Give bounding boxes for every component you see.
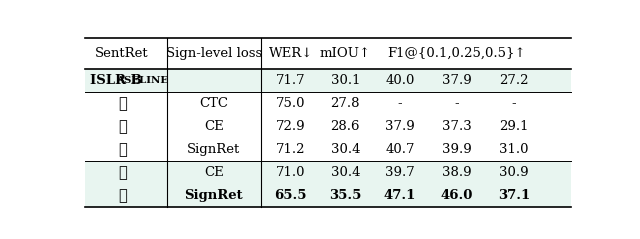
Text: 37.9: 37.9 <box>385 120 415 133</box>
Text: -: - <box>512 97 516 110</box>
Text: 71.0: 71.0 <box>276 166 305 179</box>
Text: ✓: ✓ <box>118 166 127 180</box>
Text: -: - <box>454 97 460 110</box>
Text: ✗: ✗ <box>118 120 127 134</box>
Text: Sign-level loss: Sign-level loss <box>166 47 262 60</box>
Bar <box>85 92 571 115</box>
Text: 38.9: 38.9 <box>442 166 472 179</box>
Text: 71.2: 71.2 <box>276 143 305 156</box>
Text: 29.1: 29.1 <box>499 120 529 133</box>
Text: 27.2: 27.2 <box>499 74 529 87</box>
Text: CE: CE <box>204 166 224 179</box>
Text: 46.0: 46.0 <box>441 189 473 202</box>
Text: WER↓: WER↓ <box>269 47 313 60</box>
Text: SignRet: SignRet <box>188 143 241 156</box>
Text: 39.9: 39.9 <box>442 143 472 156</box>
Bar <box>85 115 571 138</box>
Text: mIOU↑: mIOU↑ <box>320 47 371 60</box>
Text: 40.0: 40.0 <box>385 74 415 87</box>
Bar <box>85 38 571 69</box>
Bar <box>85 184 571 207</box>
Text: 39.7: 39.7 <box>385 166 415 179</box>
Bar <box>85 161 571 184</box>
Text: ✓: ✓ <box>118 189 127 203</box>
Text: 31.0: 31.0 <box>499 143 529 156</box>
Text: CE: CE <box>204 120 224 133</box>
Text: 71.7: 71.7 <box>276 74 306 87</box>
Text: 30.9: 30.9 <box>499 166 529 179</box>
Text: 37.3: 37.3 <box>442 120 472 133</box>
Text: 28.6: 28.6 <box>331 120 360 133</box>
Text: 27.8: 27.8 <box>331 97 360 110</box>
Text: 47.1: 47.1 <box>384 189 416 202</box>
Text: F1@{0.1,0.25,0.5}↑: F1@{0.1,0.25,0.5}↑ <box>388 47 526 60</box>
Text: 30.4: 30.4 <box>331 166 360 179</box>
Text: 35.5: 35.5 <box>329 189 362 202</box>
Bar <box>85 69 571 92</box>
Text: 30.4: 30.4 <box>331 143 360 156</box>
Text: ISLR B: ISLR B <box>90 74 142 87</box>
Bar <box>85 138 571 161</box>
Text: 37.9: 37.9 <box>442 74 472 87</box>
Text: CTC: CTC <box>200 97 228 110</box>
Text: 75.0: 75.0 <box>276 97 305 110</box>
Text: 40.7: 40.7 <box>385 143 415 156</box>
Text: 65.5: 65.5 <box>275 189 307 202</box>
Text: SignRet: SignRet <box>184 189 243 202</box>
Text: 30.1: 30.1 <box>331 74 360 87</box>
Text: ✗: ✗ <box>118 143 127 157</box>
Text: 72.9: 72.9 <box>276 120 306 133</box>
Text: 37.1: 37.1 <box>498 189 530 202</box>
Text: ASELINE: ASELINE <box>116 76 168 85</box>
Text: -: - <box>397 97 402 110</box>
Text: ✗: ✗ <box>118 97 127 111</box>
Text: SentRet: SentRet <box>95 47 149 60</box>
